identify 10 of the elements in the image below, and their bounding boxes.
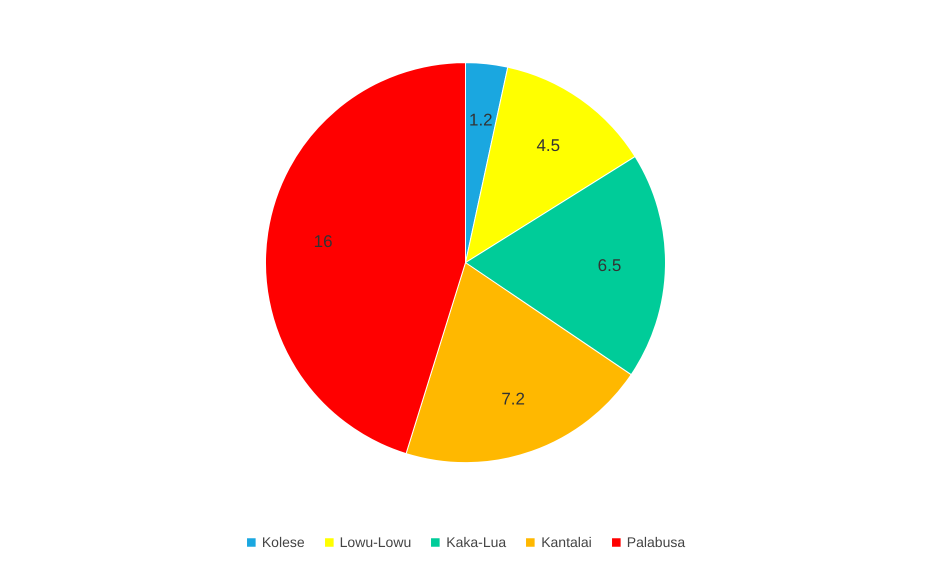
data-label: 4.5 — [536, 136, 560, 155]
data-label: 6.5 — [598, 256, 622, 276]
data-label: 7.2 — [501, 390, 525, 409]
legend-label: Palabusa — [626, 534, 686, 550]
data-label: 16 — [314, 232, 333, 251]
data-label: 1.2 — [468, 110, 493, 130]
legend-label: Kaka-Lua — [446, 534, 506, 550]
legend-label: Lowu-Lowu — [340, 534, 412, 550]
legend-label: Kantalai — [541, 534, 592, 550]
legend-label: Kolese — [262, 534, 305, 550]
